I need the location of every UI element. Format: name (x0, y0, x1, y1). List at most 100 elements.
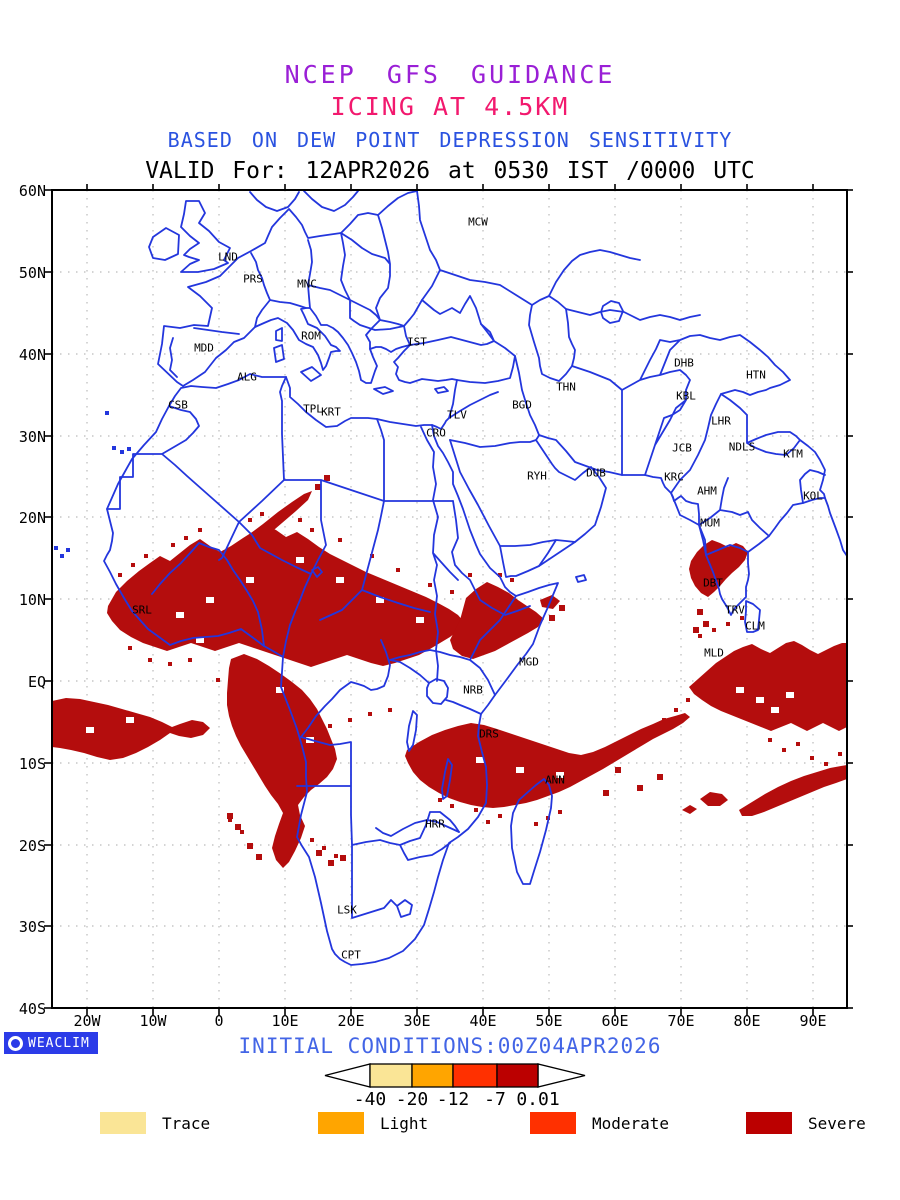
x-tick-label: 10E (271, 1012, 299, 1030)
city-label-krt: KRT (321, 405, 341, 419)
city-label-htn: HTN (746, 368, 766, 382)
city-label-hrr: HRR (425, 817, 445, 831)
city-label-kol: KOL (803, 489, 823, 503)
city-label-dbt: DBT (703, 576, 723, 590)
city-label-alg: ALG (237, 370, 257, 384)
legend-label: Trace (162, 1114, 211, 1133)
city-label-ktm: KTM (783, 447, 803, 461)
city-label-nrb: NRB (463, 683, 483, 697)
y-tick-label: 30S (18, 918, 46, 936)
city-label-prs: PRS (243, 272, 263, 286)
city-label-mgd: MGD (519, 655, 539, 669)
y-tick-label: 40S (18, 1000, 46, 1018)
coastline-turkey-levant (393, 344, 458, 430)
city-label-tlv: TLV (447, 408, 467, 422)
lakes-africa (311, 566, 453, 800)
legend-swatch (746, 1112, 792, 1134)
legend-swatch (318, 1112, 364, 1134)
chart-subtitle: ICING AT 4.5KM (330, 92, 570, 121)
city-label-ann: ANN (545, 773, 565, 787)
city-label-cpt: CPT (341, 948, 361, 962)
colorbar-tick-label: -40 (353, 1089, 387, 1110)
page-title: NCEP GFS GUIDANCE (284, 60, 616, 89)
coastline-britain (180, 200, 231, 273)
icing-shaded-areas (52, 411, 847, 868)
x-tick-label: 20W (73, 1012, 101, 1030)
city-label-trv: TRV (725, 603, 745, 617)
x-tick-label: 20E (337, 1012, 365, 1030)
coastline-aral-sea (600, 300, 624, 324)
city-label-csb: CSB (168, 398, 188, 412)
x-tick-label: 90E (799, 1012, 827, 1030)
coastline-europe-atlantic (157, 190, 418, 387)
city-label-ndls: NDLS (728, 440, 756, 454)
coastline-sri-lanka (744, 600, 761, 633)
colorbar-tick-label: -7 (484, 1089, 506, 1110)
city-label-mld: MLD (704, 646, 724, 660)
borders-nw-africa (106, 376, 454, 658)
colorbar (324, 1063, 586, 1088)
initial-conditions-line: INITIAL CONDITIONS:00Z04APR2026 (238, 1034, 662, 1058)
city-label-ist: IST (407, 335, 427, 349)
x-tick-label: 10W (139, 1012, 167, 1030)
y-tick-label: 60N (18, 182, 46, 200)
islands-mediterranean (273, 327, 587, 583)
coastline-scandinavia (249, 190, 359, 212)
x-tick-label: 30E (403, 1012, 431, 1030)
coastline-madagascar (510, 778, 553, 885)
city-label-thn: THN (556, 380, 576, 394)
y-tick-label: 10S (18, 755, 46, 773)
legend-label: Light (380, 1114, 429, 1133)
legend-swatch (100, 1112, 146, 1134)
copyright-ring-icon (8, 1035, 23, 1051)
city-label-mnc: MNC (297, 277, 317, 291)
city-label-kbl: KBL (676, 389, 696, 403)
city-label-lsk: LSK (337, 903, 357, 917)
city-label-cro: CRO (426, 426, 446, 440)
logo-text: WEACLIM (28, 1035, 90, 1051)
city-label-mdd: MDD (194, 341, 214, 355)
x-tick-label: 50E (535, 1012, 563, 1030)
city-label-mum: MUM (700, 516, 720, 530)
legend-swatch (530, 1112, 576, 1134)
chart-description: BASED ON DEW POINT DEPRESSION SENSITIVIT… (167, 128, 733, 152)
borders-middle-east-asia (448, 249, 826, 567)
legend-label: Moderate (592, 1114, 670, 1133)
x-tick-label: 80E (733, 1012, 761, 1030)
city-label-ryh: RYH (527, 469, 547, 483)
y-tick-label: 20S (18, 837, 46, 855)
y-tick-label: 10N (18, 591, 46, 609)
city-label-krc: KRC (664, 470, 684, 484)
coastlines-and-borders (103, 190, 847, 966)
city-label-clm: CLM (745, 619, 765, 633)
coastline-ireland (148, 227, 180, 261)
y-tick-label: EQ (27, 673, 46, 691)
coastline-black-sea (403, 295, 495, 346)
colorbar-tick-label: -20 (395, 1089, 429, 1110)
y-tick-label: 20N (18, 509, 46, 527)
city-label-dhb: DHB (674, 356, 694, 370)
city-label-lnd: LND (218, 250, 238, 264)
city-label-dub: DUB (586, 466, 606, 480)
city-label-drs: DRS (479, 727, 499, 741)
x-tick-label: 40E (469, 1012, 497, 1030)
city-label-ahm: AHM (697, 484, 717, 498)
coastline-mediterranean-north (182, 307, 411, 387)
x-tick-label: 70E (667, 1012, 695, 1030)
x-tick-label: 0 (214, 1012, 224, 1030)
y-tick-label: 40N (18, 346, 46, 364)
y-tick-label: 30N (18, 428, 46, 446)
legend-label: Severe (808, 1114, 866, 1133)
city-label-rom: ROM (301, 329, 321, 343)
colorbar-tick-label: -12 (436, 1089, 470, 1110)
coastline-caspian-sea (528, 295, 576, 382)
valid-time-line: VALID For: 12APR2026 at 0530 IST /0000 U… (145, 158, 755, 184)
y-tick-label: 50N (18, 264, 46, 282)
x-tick-label: 60E (601, 1012, 629, 1030)
city-label-jcb: JCB (672, 441, 692, 455)
borders-east-southern-africa (296, 500, 531, 919)
map-frame (51, 189, 848, 1009)
coastline-africa (103, 373, 559, 966)
city-label-bgd: BGD (512, 398, 532, 412)
